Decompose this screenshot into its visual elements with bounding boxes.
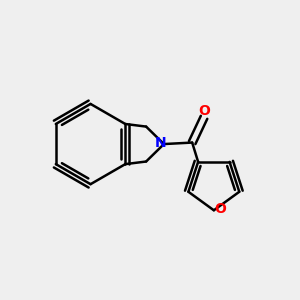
Text: O: O: [198, 104, 210, 118]
Text: N: N: [154, 136, 166, 150]
Text: O: O: [214, 202, 226, 216]
